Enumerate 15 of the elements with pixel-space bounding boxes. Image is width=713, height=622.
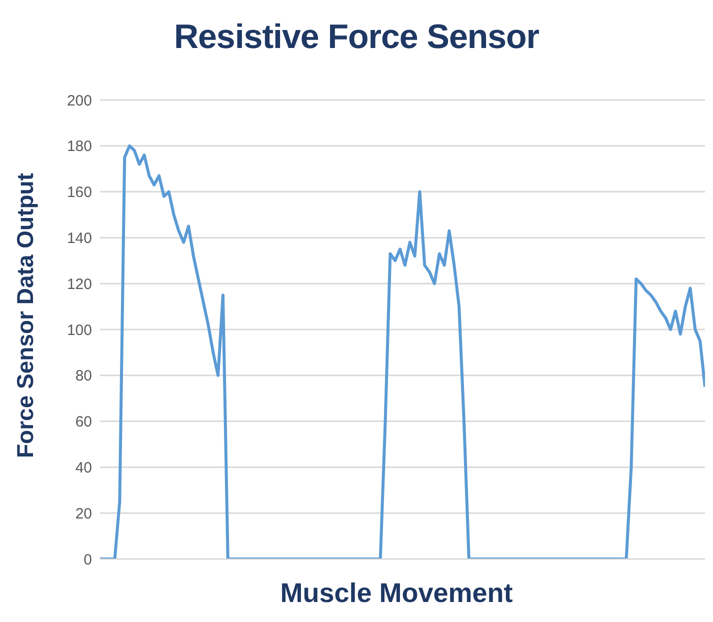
y-tick-label: 0 <box>84 551 92 568</box>
y-tick-label: 160 <box>66 184 92 202</box>
y-tick-label: 100 <box>66 322 92 339</box>
y-axis-title: Force Sensor Data Output <box>12 172 39 458</box>
y-tick-label: 40 <box>75 460 92 477</box>
y-tick-label: 180 <box>66 138 92 156</box>
y-tick-label: 60 <box>75 414 92 431</box>
line-series <box>98 144 705 559</box>
y-tick-label: 140 <box>66 230 92 248</box>
y-tick-label: 20 <box>75 505 92 522</box>
y-tick-label: 80 <box>75 368 92 385</box>
y-tick-label: 200 <box>66 92 92 110</box>
x-axis-title: Muscle Movement <box>279 578 514 609</box>
chart-title: Resistive Force Sensor <box>172 17 540 58</box>
y-tick-label: 120 <box>66 276 92 293</box>
